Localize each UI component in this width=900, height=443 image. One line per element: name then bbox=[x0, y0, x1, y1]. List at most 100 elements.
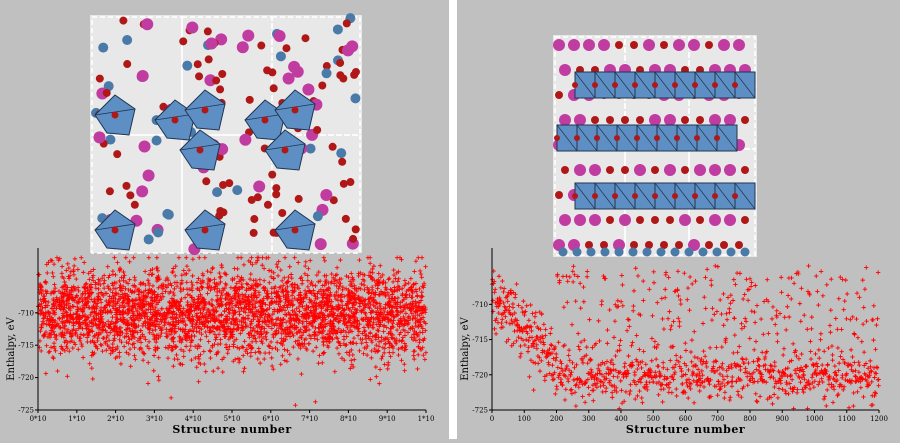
data-point bbox=[357, 258, 361, 262]
data-point bbox=[182, 268, 186, 272]
data-point bbox=[576, 331, 580, 335]
data-point bbox=[746, 361, 750, 365]
data-point bbox=[819, 269, 823, 273]
atom bbox=[242, 30, 254, 42]
atom bbox=[720, 241, 728, 249]
atom bbox=[724, 114, 736, 126]
data-point bbox=[369, 356, 373, 360]
data-point bbox=[621, 304, 625, 308]
data-point bbox=[620, 273, 624, 277]
data-point bbox=[46, 300, 50, 304]
data-point bbox=[822, 397, 826, 401]
atom bbox=[195, 72, 203, 80]
data-point bbox=[189, 344, 193, 348]
data-point bbox=[662, 387, 666, 391]
atom bbox=[212, 187, 222, 197]
data-point bbox=[613, 319, 617, 323]
data-point bbox=[204, 334, 208, 338]
data-point bbox=[395, 256, 399, 260]
data-point bbox=[198, 337, 202, 341]
data-point bbox=[396, 353, 400, 357]
data-point bbox=[826, 346, 830, 350]
data-point bbox=[423, 264, 427, 268]
atom bbox=[666, 216, 674, 224]
atom bbox=[601, 248, 610, 257]
data-point bbox=[828, 323, 832, 327]
data-point bbox=[211, 266, 215, 270]
data-point bbox=[828, 330, 832, 334]
atom bbox=[141, 18, 153, 30]
data-point bbox=[787, 315, 791, 319]
data-point bbox=[157, 378, 161, 382]
data-point bbox=[216, 366, 220, 370]
data-point bbox=[744, 357, 748, 361]
data-point bbox=[55, 369, 59, 373]
data-point bbox=[249, 272, 253, 276]
data-point bbox=[581, 285, 585, 289]
data-point bbox=[146, 360, 150, 364]
data-point bbox=[190, 274, 194, 278]
atom bbox=[553, 39, 565, 51]
atom bbox=[162, 209, 172, 219]
data-point bbox=[823, 394, 827, 398]
data-point bbox=[579, 306, 583, 310]
data-point bbox=[119, 362, 123, 366]
atom bbox=[735, 241, 743, 249]
data-point bbox=[91, 278, 95, 282]
data-point bbox=[714, 359, 718, 363]
data-point bbox=[173, 280, 177, 284]
data-point bbox=[578, 281, 582, 285]
data-point bbox=[556, 365, 560, 369]
atom bbox=[568, 39, 580, 51]
data-point bbox=[574, 299, 578, 303]
data-point bbox=[839, 327, 843, 331]
data-point bbox=[531, 360, 535, 364]
data-point bbox=[67, 349, 71, 353]
data-point bbox=[637, 347, 641, 351]
data-point bbox=[366, 256, 370, 260]
data-point bbox=[771, 305, 775, 309]
data-point bbox=[231, 342, 235, 346]
atom bbox=[559, 214, 571, 226]
data-point bbox=[417, 287, 421, 291]
data-point bbox=[746, 383, 750, 387]
data-point bbox=[536, 361, 540, 365]
data-point bbox=[759, 317, 763, 321]
data-point bbox=[202, 349, 206, 353]
data-point bbox=[256, 357, 260, 361]
data-point bbox=[836, 346, 840, 350]
data-point bbox=[730, 375, 734, 379]
data-point bbox=[566, 353, 570, 357]
data-point bbox=[556, 340, 560, 344]
data-point bbox=[378, 264, 382, 268]
data-point bbox=[500, 279, 504, 283]
data-point bbox=[64, 344, 68, 348]
data-point bbox=[585, 345, 589, 349]
atom bbox=[232, 185, 242, 195]
data-point bbox=[242, 339, 246, 343]
data-point bbox=[752, 310, 756, 314]
data-point bbox=[847, 406, 851, 410]
data-point bbox=[605, 328, 609, 332]
data-point bbox=[829, 277, 833, 281]
data-point bbox=[554, 355, 558, 359]
data-point bbox=[656, 393, 660, 397]
data-point bbox=[362, 288, 366, 292]
data-point bbox=[512, 329, 516, 333]
data-point bbox=[270, 326, 274, 330]
atom bbox=[315, 238, 327, 250]
atom bbox=[349, 235, 357, 243]
data-point bbox=[615, 375, 619, 379]
data-point bbox=[689, 350, 693, 354]
data-point bbox=[345, 350, 349, 354]
data-point bbox=[733, 333, 737, 337]
data-point bbox=[771, 369, 775, 373]
data-point bbox=[629, 344, 633, 348]
data-point bbox=[842, 307, 846, 311]
data-point bbox=[690, 338, 694, 342]
data-point bbox=[208, 356, 212, 360]
data-point bbox=[534, 310, 538, 314]
data-point bbox=[728, 301, 732, 305]
x-tick-label: 2*10 bbox=[107, 415, 124, 423]
data-point bbox=[587, 317, 591, 321]
